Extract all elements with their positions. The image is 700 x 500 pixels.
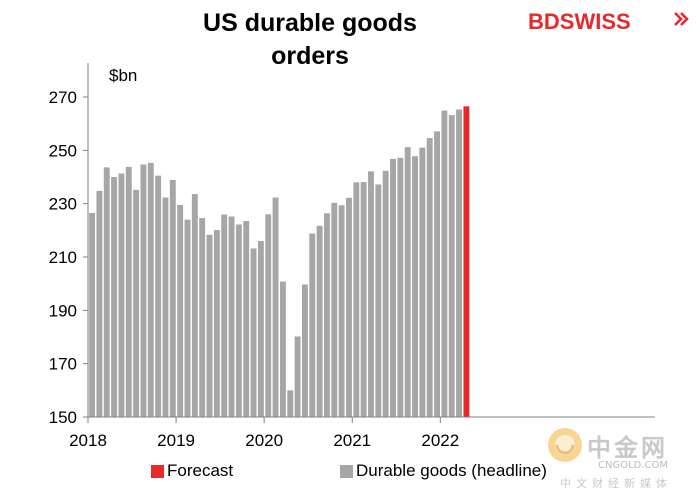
- y-tick-label: 150: [49, 408, 77, 427]
- chart-title-line-1: US durable goods: [203, 9, 417, 37]
- legend-item-durable-goods: Durable goods (headline): [340, 461, 547, 481]
- bar-durable-goods: [206, 234, 213, 417]
- bar-durable-goods: [125, 166, 132, 417]
- bar-durable-goods: [448, 115, 455, 417]
- bar-durable-goods: [155, 175, 162, 417]
- bar-durable-goods: [324, 213, 330, 417]
- bar-durable-goods: [397, 157, 404, 418]
- bar-durable-goods: [103, 167, 110, 417]
- bar-durable-goods: [147, 162, 154, 417]
- bar-durable-goods: [228, 216, 235, 417]
- watermark-site: CNGOLD.COM: [598, 460, 669, 471]
- bar-durable-goods: [419, 147, 426, 417]
- brand-logo-part2: SWISS: [559, 9, 631, 34]
- legend-swatch-forecast: [151, 464, 164, 478]
- bar-durable-goods: [213, 230, 220, 417]
- x-tick-label: 2019: [157, 431, 195, 450]
- bar-durable-goods: [316, 225, 323, 417]
- bar-durable-goods: [375, 184, 382, 417]
- y-tick-label: 210: [49, 248, 77, 267]
- y-tick-label: 170: [49, 355, 77, 374]
- bar-durable-goods: [133, 189, 140, 417]
- x-tick-label: 2018: [69, 431, 107, 450]
- bar-durable-goods: [89, 213, 96, 417]
- brand-logo: BDSWISS: [528, 9, 631, 35]
- bar-durable-goods: [191, 194, 198, 417]
- watermark-subtitle: 中文财经新媒体: [560, 477, 672, 490]
- bar-durable-goods: [331, 202, 338, 417]
- bar-durable-goods: [390, 158, 396, 417]
- bar-durable-goods: [404, 147, 411, 417]
- bar-durable-goods: [287, 390, 294, 417]
- bar-durable-goods: [382, 170, 389, 417]
- bar-durable-goods: [162, 197, 169, 417]
- bar-durable-goods: [412, 156, 418, 417]
- bar-durable-goods: [360, 182, 367, 417]
- bar-durable-goods: [346, 197, 352, 417]
- bar-durable-goods: [221, 214, 228, 417]
- bar-durable-goods: [118, 173, 125, 417]
- x-tick-label: 2022: [421, 431, 459, 450]
- bar-durable-goods: [434, 131, 440, 417]
- bar-durable-goods: [301, 284, 308, 417]
- bar-durable-goods: [250, 248, 257, 417]
- y-tick-label: 250: [49, 141, 77, 160]
- y-axis-unit-label: $bn: [109, 66, 137, 85]
- legend-swatch-durable-goods: [340, 464, 353, 478]
- legend-label-forecast: Forecast: [167, 461, 234, 480]
- bar-durable-goods: [184, 219, 191, 417]
- y-tick-label: 230: [49, 195, 77, 214]
- bar-durable-goods: [456, 109, 463, 418]
- bar-durable-goods: [368, 171, 374, 417]
- bar-durable-goods: [257, 241, 264, 417]
- x-tick-label: 2020: [245, 431, 283, 450]
- bar-forecast: [463, 106, 470, 417]
- watermark-logo-icon: [548, 428, 582, 462]
- bar-durable-goods: [294, 336, 301, 417]
- brand-arrow-icon: [674, 12, 689, 26]
- bar-durable-goods: [235, 224, 242, 417]
- bar-durable-goods: [272, 197, 279, 417]
- bar-durable-goods: [426, 138, 433, 418]
- bar-durable-goods: [199, 218, 206, 417]
- x-tick-label: 2021: [333, 431, 371, 450]
- legend-item-forecast: Forecast: [151, 461, 233, 481]
- bar-durable-goods: [96, 190, 103, 417]
- bar-durable-goods: [338, 205, 345, 417]
- bar-durable-goods: [177, 205, 184, 417]
- bar-durable-goods: [140, 164, 147, 417]
- watermark-chinese: 中金网: [587, 434, 668, 462]
- legend-label-durable-goods: Durable goods (headline): [356, 461, 547, 480]
- bar-durable-goods: [111, 177, 118, 417]
- bar-durable-goods: [169, 179, 176, 417]
- brand-logo-part1: BD: [528, 9, 560, 34]
- y-tick-label: 190: [49, 301, 77, 320]
- bar-durable-goods: [441, 110, 448, 417]
- bar-durable-goods: [265, 214, 272, 417]
- y-tick-label: 270: [49, 88, 77, 107]
- bar-durable-goods: [353, 182, 360, 417]
- chart-title-line-2: orders: [271, 42, 349, 70]
- bar-durable-goods: [243, 221, 250, 417]
- bar-durable-goods: [309, 233, 316, 417]
- bar-durable-goods: [279, 281, 286, 417]
